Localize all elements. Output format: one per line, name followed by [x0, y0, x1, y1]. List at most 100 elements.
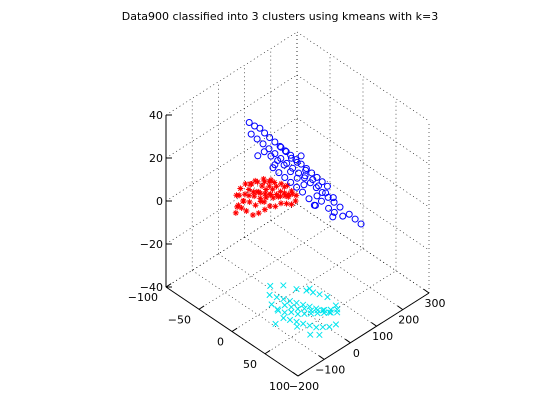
data-point [281, 147, 289, 155]
axes [165, 114, 430, 377]
data-point [322, 189, 330, 197]
data-point [286, 297, 294, 305]
data-point [281, 189, 288, 196]
data-point [289, 164, 297, 172]
data-point [277, 143, 285, 151]
data-point [281, 183, 288, 190]
z-tick-label: 40 [149, 109, 163, 122]
data-point [267, 152, 275, 160]
data-point [280, 314, 287, 322]
grid-line [165, 31, 298, 116]
x-tick-mark [345, 338, 351, 344]
data-point [269, 186, 276, 193]
data-point [293, 158, 301, 166]
data-point [351, 215, 359, 223]
data-point [293, 192, 300, 199]
data-point [316, 331, 323, 339]
data-point [294, 310, 301, 318]
data-point [245, 186, 252, 193]
data-point [318, 178, 326, 186]
z-tick-label: −20 [140, 238, 163, 251]
data-point [267, 282, 274, 290]
data-point [326, 309, 333, 316]
y-tick-mark [297, 372, 304, 377]
y-tick-label: 50 [243, 358, 257, 371]
data-point [261, 198, 268, 205]
data-point [301, 310, 308, 317]
x-tick-label: −200 [289, 380, 319, 393]
grid-line [198, 225, 331, 310]
data-point [247, 130, 255, 138]
data-point [252, 177, 259, 184]
data-point [245, 192, 252, 199]
y-tick-mark [165, 283, 172, 288]
x-tick-label: 300 [425, 297, 446, 310]
data-point [299, 301, 307, 308]
data-point [280, 282, 287, 289]
data-point [313, 305, 320, 312]
data-point [324, 293, 331, 301]
data-point [261, 206, 268, 213]
data-point [301, 305, 308, 312]
data-point [261, 178, 268, 185]
data-point [259, 182, 266, 189]
tick-labels: −40−2002040−100−50050100−200−10001002003… [128, 109, 446, 393]
data-point [319, 307, 326, 314]
data-point [297, 152, 305, 160]
data-point [286, 316, 294, 324]
data-point [271, 138, 279, 146]
grid-line [165, 160, 298, 245]
z-tick-label: 20 [149, 152, 163, 165]
x-tick-label: 200 [398, 314, 419, 327]
data-point [306, 322, 313, 329]
data-point [305, 195, 313, 203]
z-tick-label: −40 [140, 281, 163, 294]
data-point [330, 198, 338, 206]
data-point [284, 182, 291, 189]
grid-line [165, 203, 298, 288]
chart-title: Data900 classified into 3 clusters using… [122, 10, 438, 23]
data-point [307, 310, 315, 317]
data-point [275, 169, 283, 177]
data-point [332, 302, 340, 309]
data-point [232, 209, 239, 216]
data-point [234, 203, 241, 210]
data-point [253, 135, 261, 143]
data-point [332, 321, 340, 328]
data-point [281, 302, 288, 309]
grid-line [296, 160, 430, 251]
data-point [267, 191, 274, 198]
data-point [278, 200, 285, 207]
data-point [278, 180, 285, 187]
data-point [316, 291, 323, 298]
data-point [252, 202, 259, 209]
grid-line [165, 117, 298, 202]
data-point [240, 197, 247, 204]
data-point [329, 213, 337, 221]
data-point [306, 285, 313, 292]
grid-line [192, 270, 325, 360]
x-tick-mark [318, 355, 325, 360]
data-point [276, 142, 284, 150]
data-point [295, 169, 303, 177]
data-point [266, 134, 274, 142]
data-point [325, 204, 333, 212]
data-point [313, 192, 321, 200]
grid-lines [165, 31, 430, 377]
y-tick-mark [198, 305, 205, 310]
data-point [254, 178, 261, 185]
x-tick-label: −100 [315, 363, 345, 376]
data-point [330, 208, 338, 216]
grid-line [270, 220, 403, 310]
data-point [266, 291, 273, 299]
data-point [306, 303, 313, 310]
data-point [345, 210, 353, 218]
data-point [329, 194, 337, 202]
y-tick-mark [264, 350, 271, 355]
data-point [292, 197, 299, 204]
data-point [280, 295, 287, 303]
grid-line [296, 203, 430, 294]
y-tick-label: 0 [217, 336, 224, 349]
data-point [242, 191, 248, 198]
data-point [261, 129, 269, 137]
